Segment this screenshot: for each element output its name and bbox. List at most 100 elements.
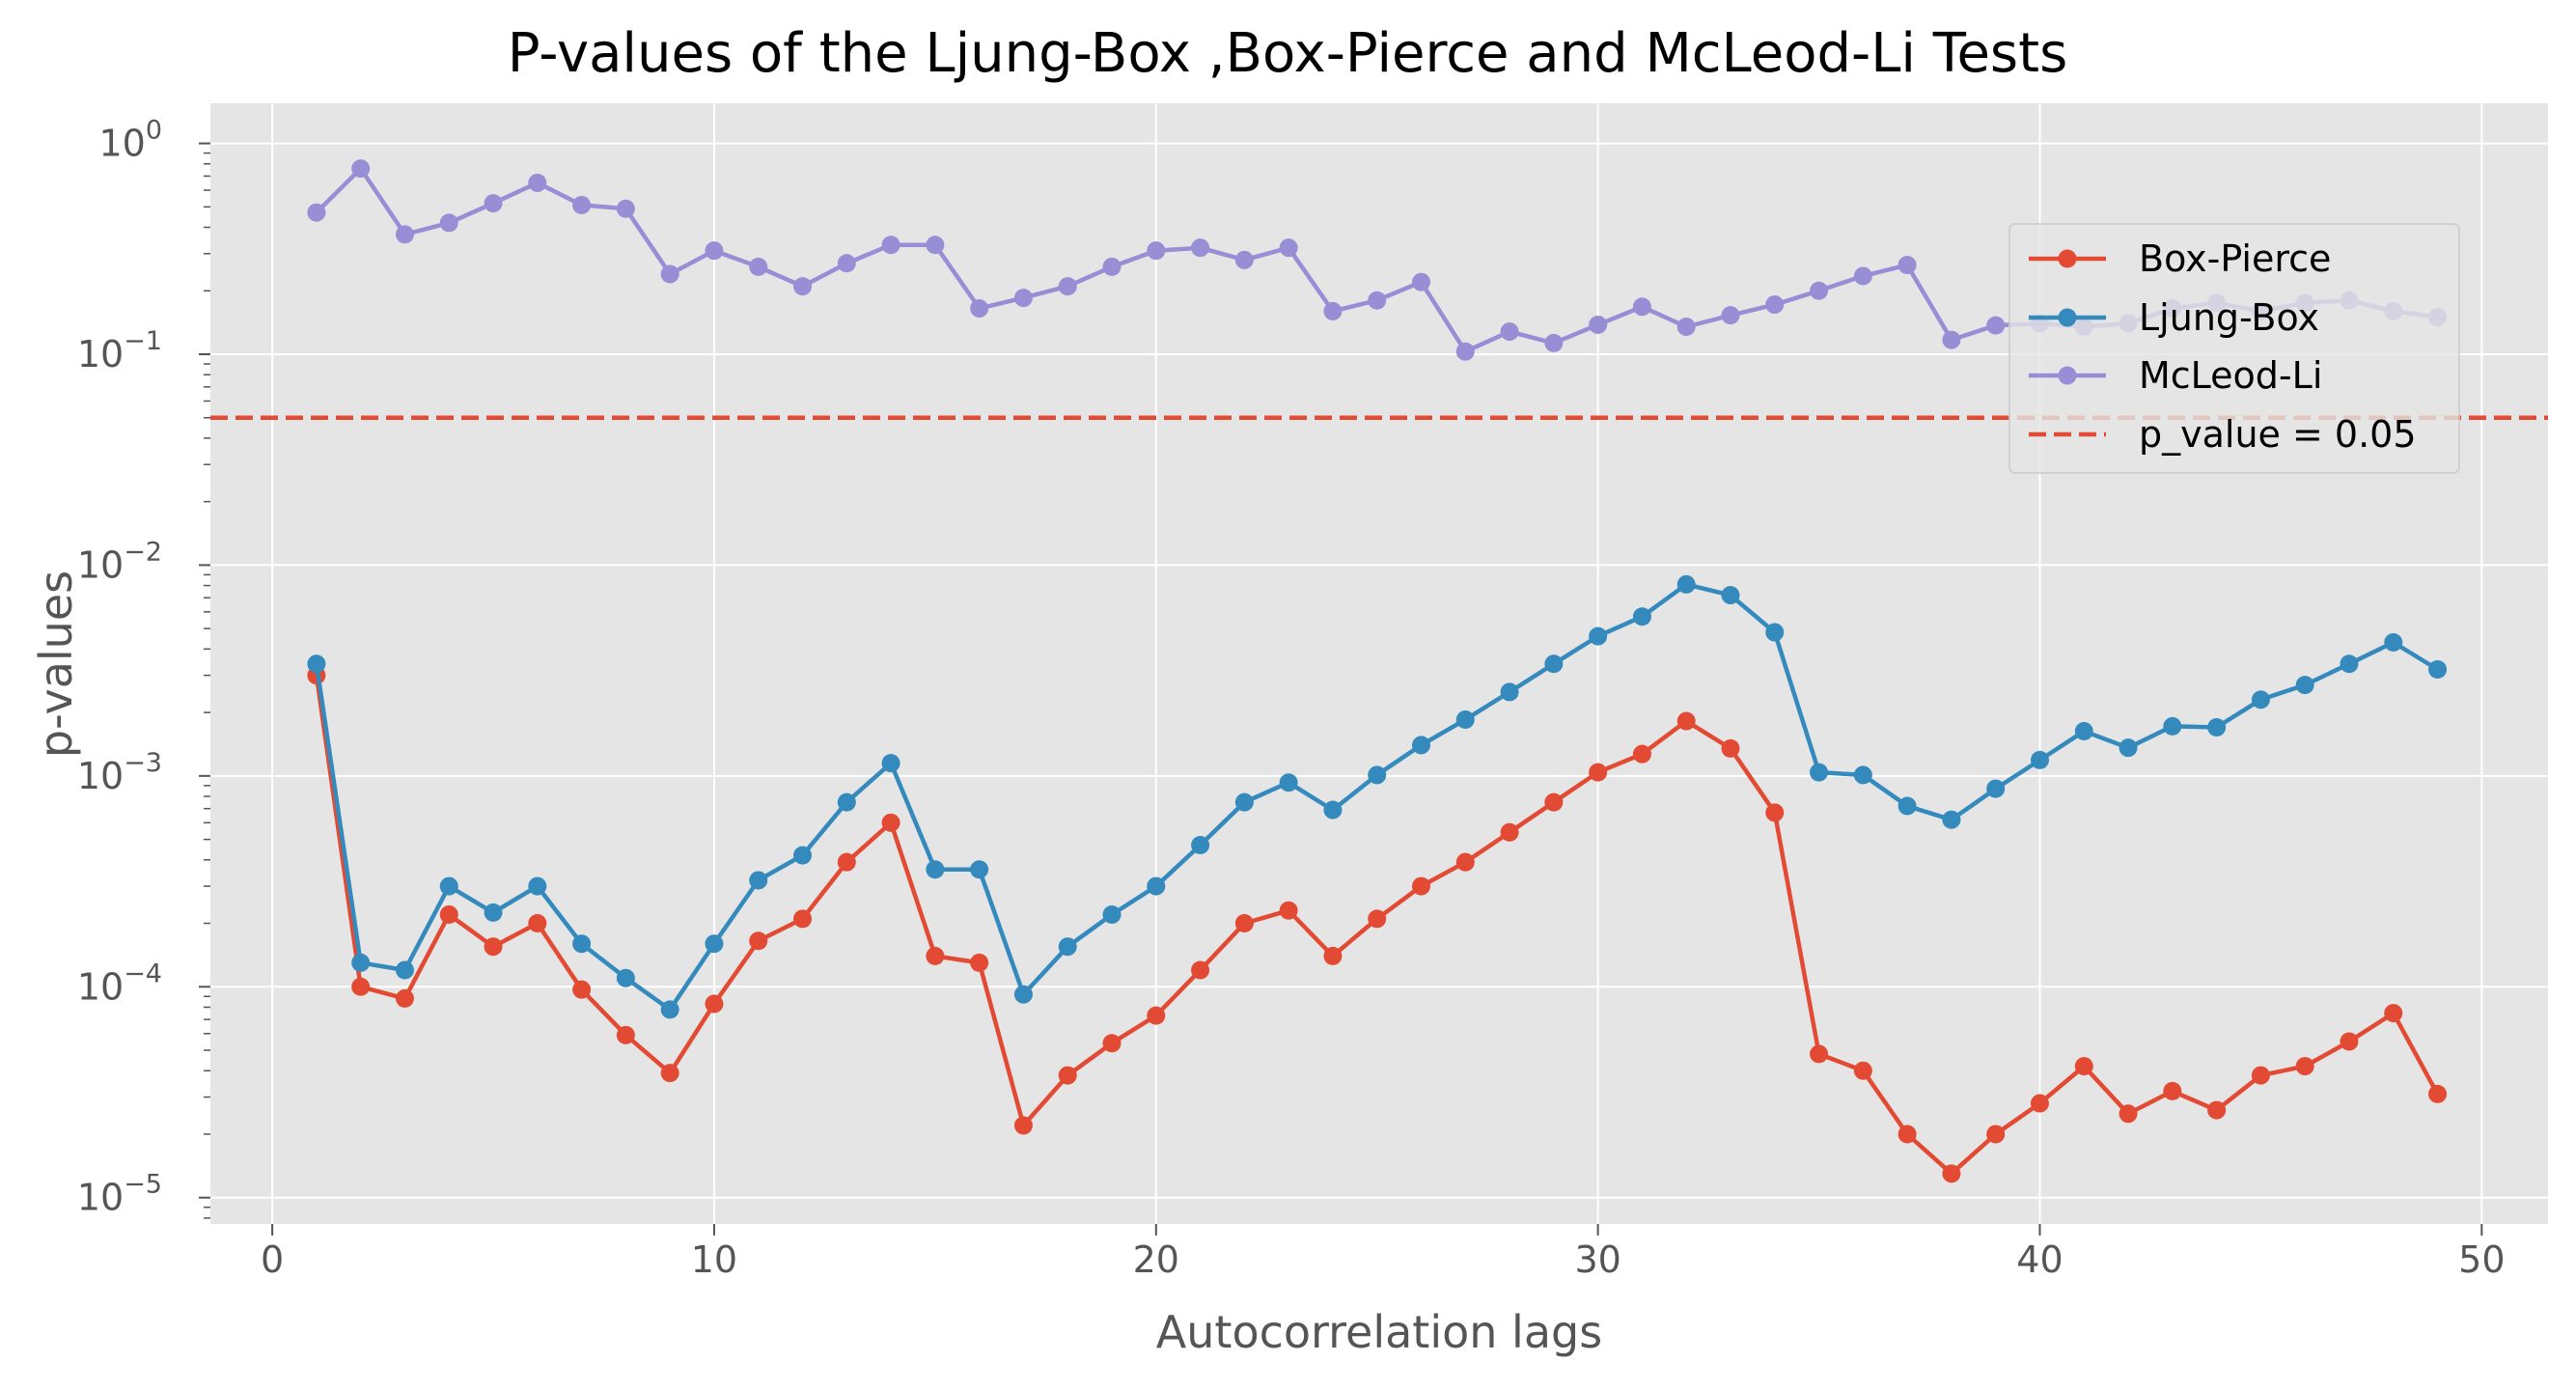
y-tick-label: 100: [98, 116, 162, 165]
data-point: [2295, 676, 2314, 695]
data-point: [351, 977, 371, 996]
data-point: [2119, 738, 2138, 758]
data-point: [1147, 241, 1166, 261]
data-point: [1721, 306, 1740, 325]
data-point: [2074, 722, 2093, 741]
data-point: [2030, 1094, 2049, 1113]
data-point: [1500, 682, 1519, 702]
data-point: [705, 934, 724, 954]
legend: Box-Pierce Ljung-Box McLeod-Li p_value = 0.…: [2008, 223, 2460, 474]
data-point: [1721, 738, 1740, 758]
data-point: [1986, 316, 2006, 335]
data-point: [1323, 946, 1343, 965]
data-point: [1500, 822, 1519, 842]
y-tick-label: 10−2: [77, 537, 162, 586]
data-point: [1279, 238, 1298, 258]
data-point: [1810, 1044, 1829, 1064]
data-point: [439, 904, 458, 924]
y-tick-label: 10−1: [77, 326, 162, 375]
data-point: [970, 298, 989, 318]
data-point: [1102, 257, 1122, 276]
legend-label: Box-Pierce: [2139, 237, 2331, 280]
data-point: [749, 871, 768, 890]
x-tick-label: 50: [2458, 1238, 2505, 1281]
data-point: [2384, 632, 2403, 652]
data-point: [2428, 660, 2448, 680]
y-axis-ticks: 100 10−1 10−2 10−3 10−4 10−5: [77, 116, 210, 1219]
data-point: [1058, 277, 1077, 296]
data-point: [2428, 1084, 2448, 1103]
x-tick-label: 0: [261, 1238, 284, 1281]
data-point: [1368, 909, 1387, 929]
data-point: [1942, 1164, 1961, 1183]
data-point: [1897, 256, 1917, 275]
data-point: [1455, 342, 1475, 361]
x-tick-label: 40: [2016, 1238, 2063, 1281]
data-point: [1102, 904, 1122, 924]
data-point: [1632, 744, 1651, 764]
series-layer: [307, 159, 2448, 1183]
legend-marker: [2058, 308, 2077, 327]
series-ljung-box: [307, 574, 2448, 1019]
data-point: [1411, 876, 1430, 896]
data-point: [572, 980, 592, 999]
data-point: [1411, 736, 1430, 755]
data-point: [1897, 796, 1917, 816]
data-point: [1986, 1125, 2006, 1144]
data-point: [2207, 1100, 2227, 1120]
data-point: [660, 264, 679, 284]
data-point: [1058, 937, 1077, 957]
data-point: [1013, 985, 1033, 1004]
data-point: [793, 846, 813, 865]
data-point: [1632, 607, 1651, 626]
data-point: [439, 876, 458, 896]
data-point: [1810, 763, 1829, 782]
data-point: [926, 946, 945, 965]
data-point: [1013, 289, 1033, 308]
data-point: [1986, 779, 2006, 798]
data-point: [1721, 586, 1740, 605]
x-axis-ticks: 0 10 20 30 40 50: [261, 1224, 2506, 1281]
data-point: [1013, 1116, 1033, 1135]
data-point: [926, 860, 945, 879]
data-point: [2163, 716, 2182, 736]
data-point: [1279, 773, 1298, 792]
data-point: [1897, 1125, 1917, 1144]
data-point: [2030, 750, 2049, 769]
data-point: [1191, 238, 1210, 258]
data-point: [484, 937, 503, 957]
data-point: [1544, 654, 1564, 674]
data-point: [1589, 763, 1608, 782]
legend-label: p_value = 0.05: [2139, 413, 2417, 456]
x-tick-label: 10: [691, 1238, 737, 1281]
data-point: [881, 754, 900, 773]
data-point: [1234, 792, 1254, 812]
y-tick-label: 10−5: [77, 1170, 162, 1219]
data-point: [351, 159, 371, 179]
data-point: [2340, 1032, 2359, 1051]
data-point: [1853, 1061, 1872, 1080]
data-point: [1942, 810, 1961, 829]
data-point: [572, 195, 592, 214]
minor-ticks: [204, 152, 210, 1219]
data-point: [528, 173, 547, 192]
data-point: [2295, 1057, 2314, 1076]
data-point: [1411, 272, 1430, 292]
data-point: [484, 903, 503, 922]
data-point: [970, 860, 989, 879]
data-point: [1368, 291, 1387, 310]
data-point: [572, 934, 592, 954]
data-point: [660, 1000, 679, 1019]
data-point: [1810, 281, 1829, 300]
x-axis-label: Autocorrelation lags: [1156, 1306, 1602, 1358]
data-point: [970, 953, 989, 972]
data-point: [395, 225, 414, 244]
data-point: [2119, 1104, 2138, 1124]
data-point: [1676, 318, 1696, 337]
data-point: [1147, 1006, 1166, 1025]
data-point: [881, 236, 900, 255]
data-point: [2340, 654, 2359, 674]
data-point: [1632, 297, 1651, 317]
y-tick-label: 10−4: [77, 959, 162, 1008]
data-point: [616, 968, 635, 987]
